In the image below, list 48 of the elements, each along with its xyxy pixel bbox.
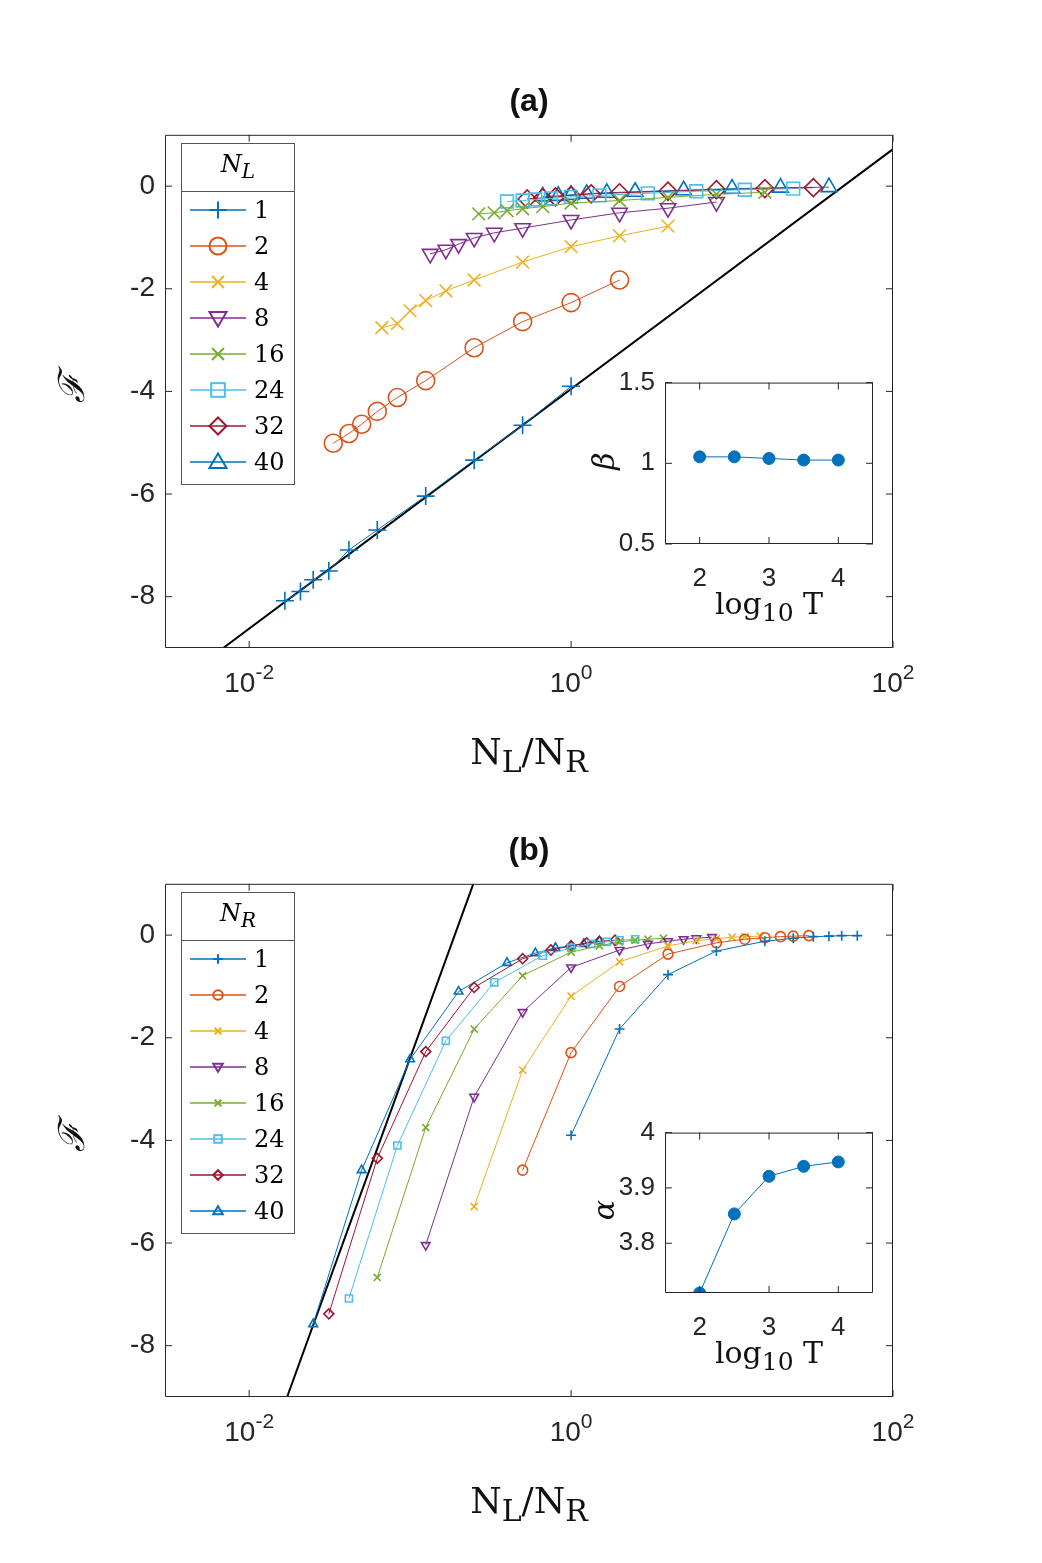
y-tick-label: -8 — [130, 579, 155, 611]
y-axis-title: β — [585, 451, 621, 470]
y-tick-label: 0 — [139, 168, 155, 200]
x-axis-title: N$_{L}$/N$_{R}$ — [470, 730, 588, 780]
y-tick-label: 3.9 — [618, 1171, 655, 1202]
x-tick-label: 2 — [692, 562, 707, 592]
legend-label: 2 — [254, 231, 270, 260]
legend-label: 4 — [254, 267, 270, 296]
y-tick-label: 4 — [640, 1115, 655, 1146]
y-tick-label: -8 — [130, 1328, 155, 1360]
legend-label: 24 — [254, 1124, 285, 1153]
y-tick-label: 3.8 — [618, 1226, 655, 1257]
point — [797, 1159, 811, 1173]
legend-label: 16 — [254, 1088, 285, 1117]
y-tick-label: -2 — [130, 271, 155, 303]
x-tick-label: 4 — [831, 562, 846, 592]
legend-label: 4 — [254, 1016, 270, 1045]
legend-label: 32 — [254, 1160, 285, 1189]
y-tick-label: -6 — [130, 476, 155, 508]
y-tick-label: 1 — [640, 446, 655, 477]
point — [727, 1207, 741, 1221]
y-tick-label: -4 — [130, 374, 155, 406]
legend-label: 8 — [254, 303, 270, 332]
chart-title: (b) — [508, 830, 550, 868]
legend-label: 8 — [254, 1052, 270, 1081]
point — [762, 1169, 776, 1183]
x-tick-label: 4 — [831, 1311, 846, 1341]
y-tick-label: 0.5 — [618, 527, 655, 558]
legend-label: 16 — [254, 339, 285, 368]
legend-label: 32 — [254, 411, 285, 440]
legend-label: 24 — [254, 375, 285, 404]
y-tick-label: 1.5 — [618, 365, 655, 396]
legend-label: 40 — [254, 447, 285, 476]
chart-title: (a) — [509, 81, 549, 119]
legend-title: N$_{R}$ — [182, 893, 294, 941]
y-tick-label: 0 — [139, 917, 155, 949]
x-tick-label: 2 — [692, 1311, 707, 1341]
point — [831, 1155, 845, 1169]
legend-label: 1 — [254, 195, 270, 224]
y-axis-title: α — [585, 1199, 621, 1221]
legend-label: 40 — [254, 1196, 285, 1225]
legend-title: N$_{L}$ — [182, 144, 294, 192]
legend-label: 1 — [254, 944, 270, 973]
y-tick-label: -4 — [130, 1123, 155, 1155]
x-axis-title: N$_{L}$/N$_{R}$ — [470, 1479, 588, 1529]
legend-label: 2 — [254, 980, 270, 1009]
y-tick-label: -2 — [130, 1020, 155, 1052]
y-tick-label: -6 — [130, 1225, 155, 1257]
